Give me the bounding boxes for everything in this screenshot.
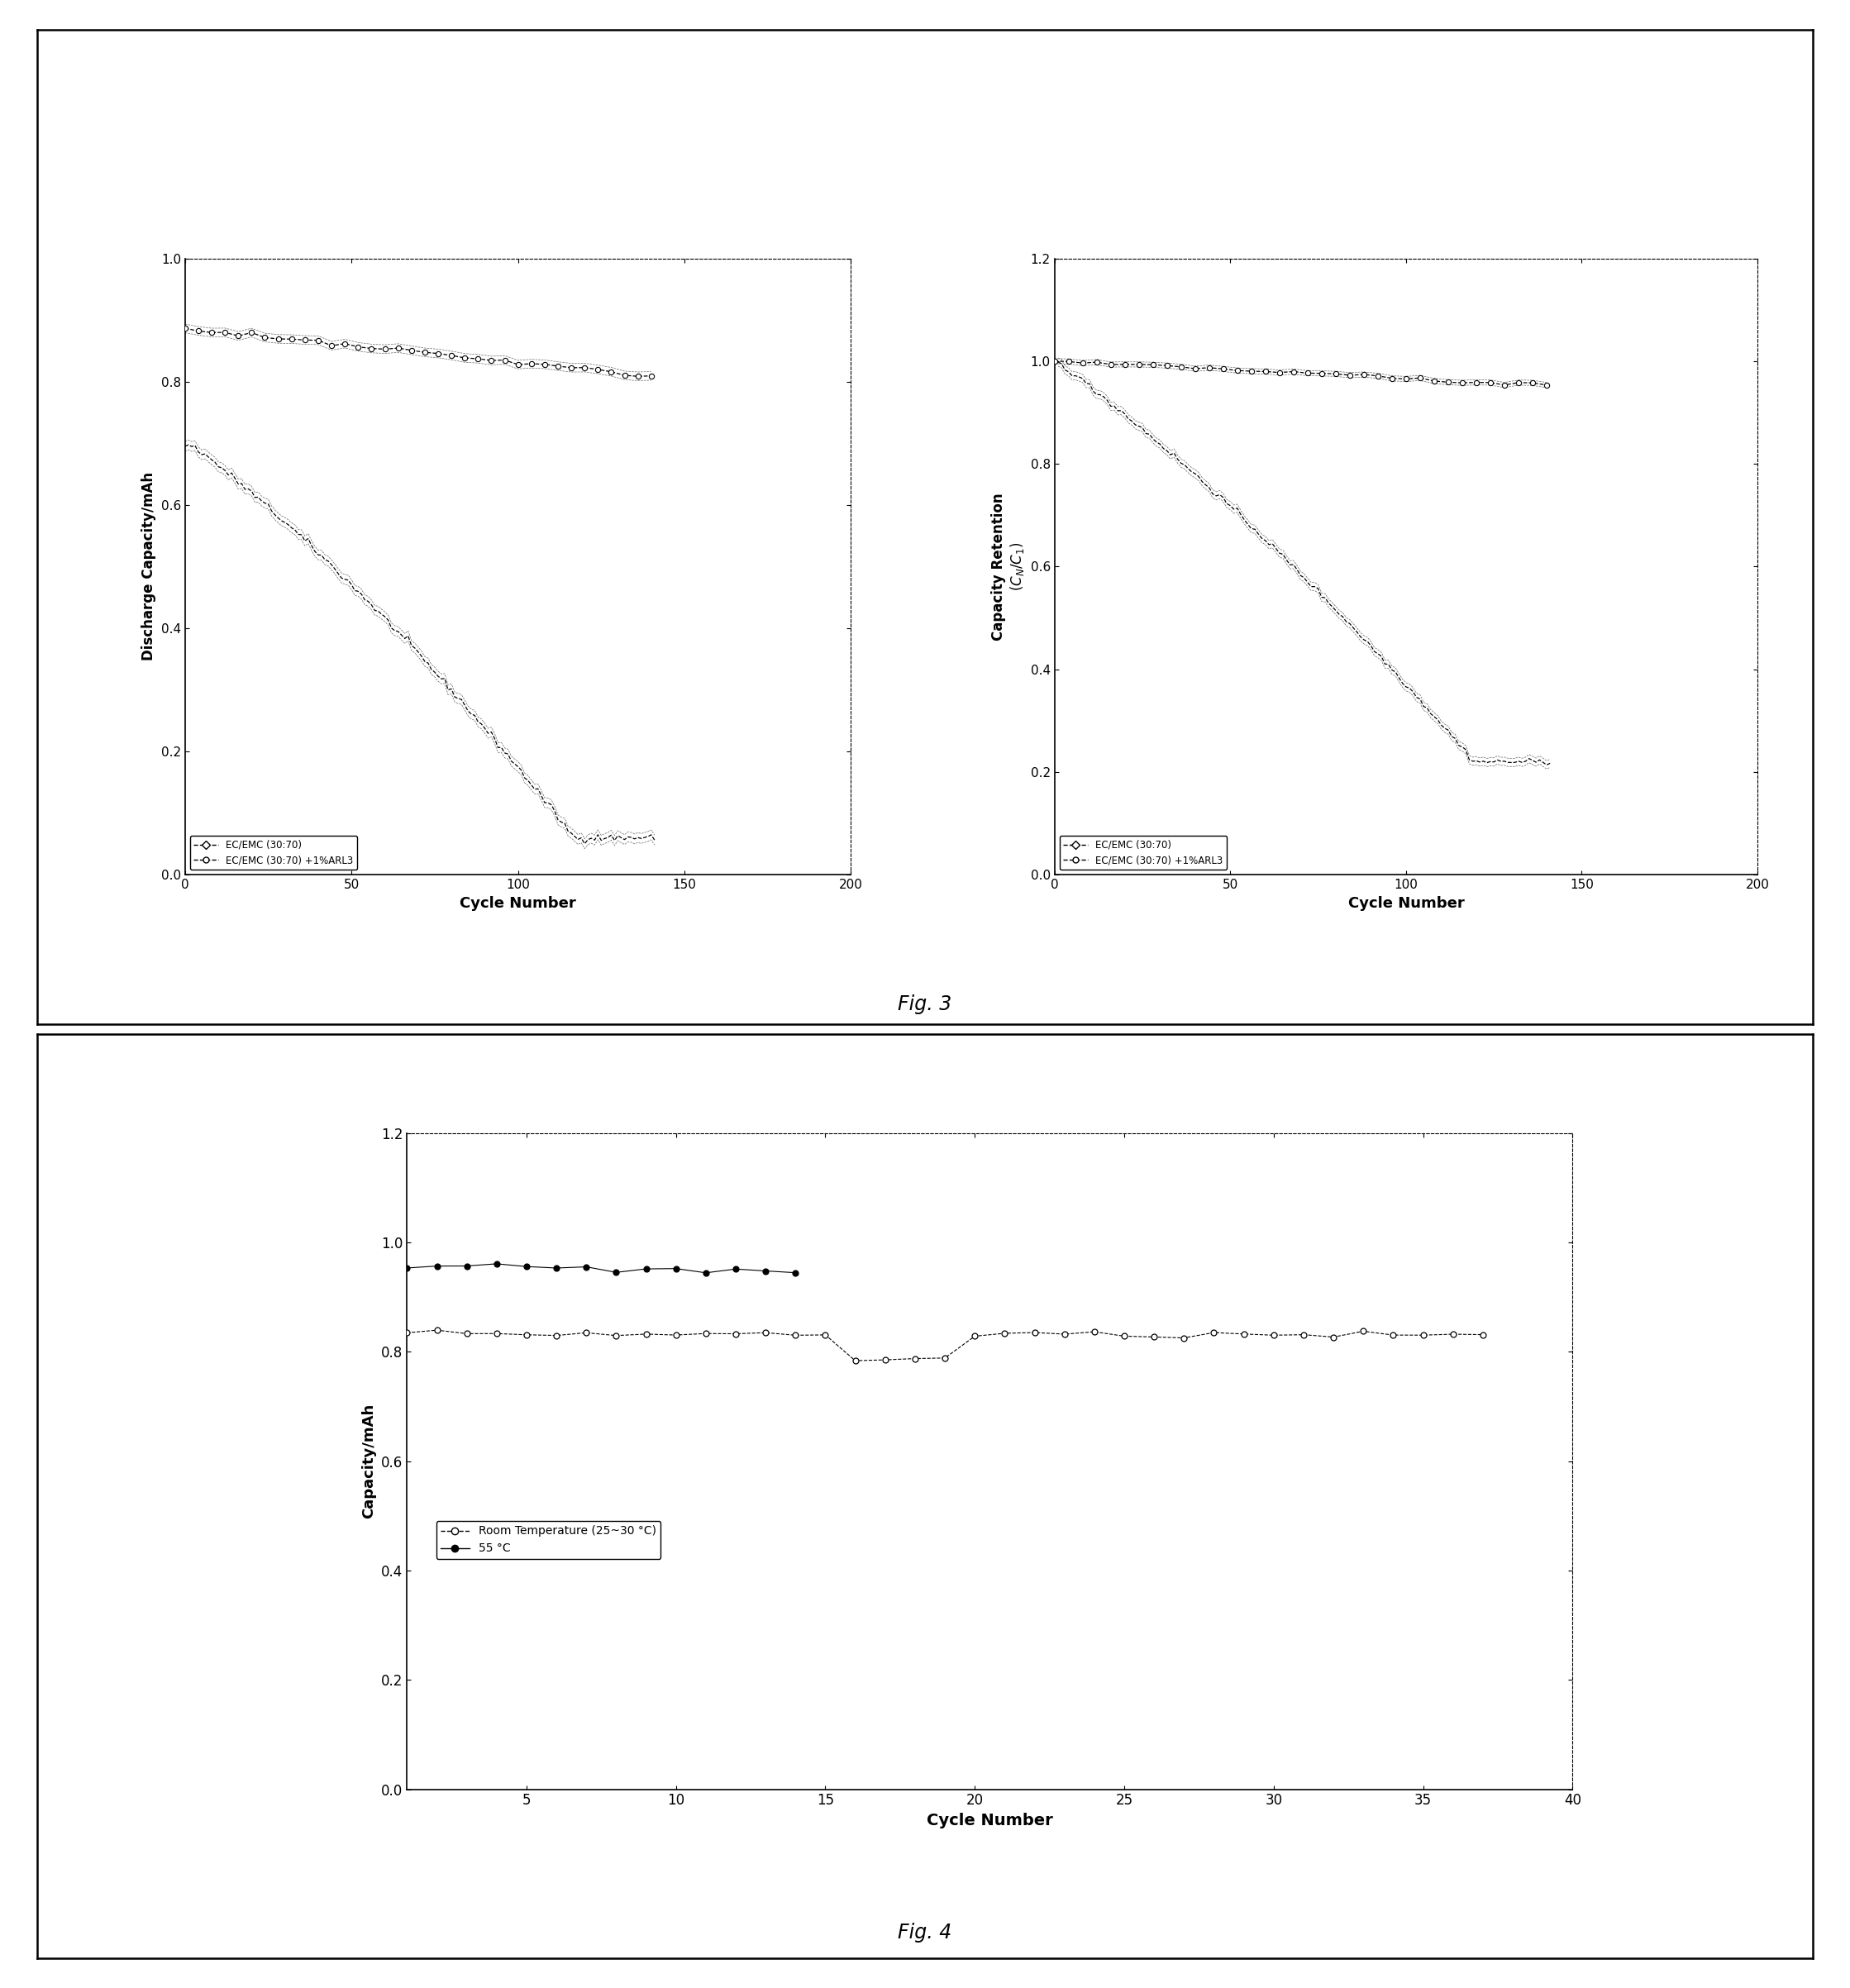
Y-axis label: Capacity/mAh: Capacity/mAh <box>361 1404 377 1519</box>
Y-axis label: Capacity Retention
$(C_N/C_1)$: Capacity Retention $(C_N/C_1)$ <box>992 493 1027 640</box>
Text: Fig. 4: Fig. 4 <box>897 1922 953 1942</box>
X-axis label: Cycle Number: Cycle Number <box>927 1813 1053 1829</box>
X-axis label: Cycle Number: Cycle Number <box>461 897 575 911</box>
X-axis label: Cycle Number: Cycle Number <box>1349 897 1463 911</box>
Text: Fig. 3: Fig. 3 <box>897 994 953 1014</box>
Legend: EC/EMC (30:70), EC/EMC (30:70) +1%ARL3: EC/EMC (30:70), EC/EMC (30:70) +1%ARL3 <box>1060 835 1227 871</box>
Legend: EC/EMC (30:70), EC/EMC (30:70) +1%ARL3: EC/EMC (30:70), EC/EMC (30:70) +1%ARL3 <box>191 835 357 871</box>
Y-axis label: Discharge Capacity/mAh: Discharge Capacity/mAh <box>141 473 157 660</box>
Legend: Room Temperature (25~30 °C), 55 °C: Room Temperature (25~30 °C), 55 °C <box>437 1521 660 1559</box>
